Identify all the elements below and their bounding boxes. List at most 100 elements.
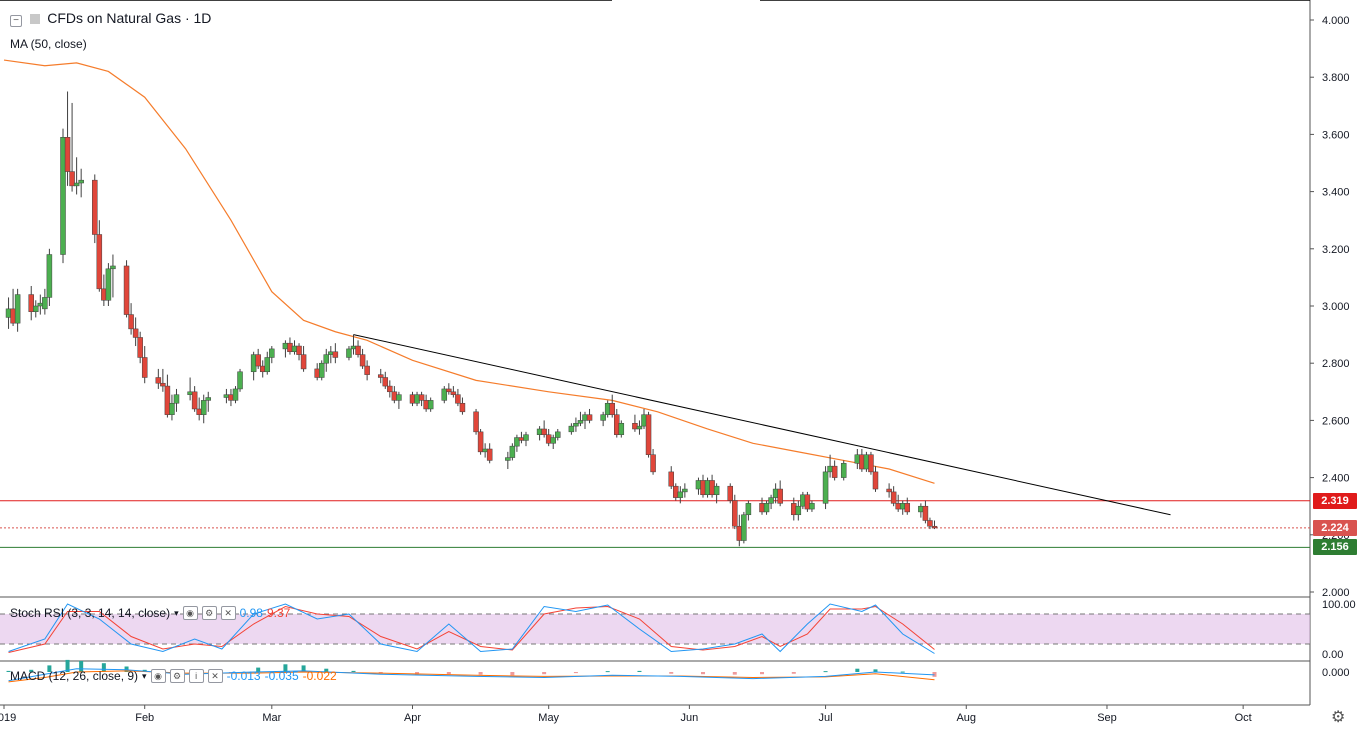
candle-body	[446, 388, 452, 393]
time-tick-label: Sep	[1097, 712, 1117, 724]
eye-icon[interactable]: ◉	[182, 606, 198, 620]
candle-body	[545, 434, 552, 444]
candle-body	[645, 414, 652, 455]
candle-body	[668, 471, 674, 487]
price-tick-label: 3.000	[1322, 301, 1350, 313]
macd-histogram-bar	[446, 672, 451, 675]
stoch-legend: Stoch RSI (3, 3, 14, 14, close) ▾ ◉ ⚙ ✕ …	[10, 606, 290, 620]
candle-body	[586, 414, 593, 421]
candle-body	[409, 394, 416, 404]
candle-body	[459, 402, 466, 413]
time-tick-label: Feb	[135, 712, 154, 724]
candle-body	[604, 402, 611, 415]
candle-body	[536, 428, 543, 435]
candle-body	[509, 445, 516, 458]
candle-body	[772, 488, 779, 498]
macd-histogram-bar	[124, 666, 129, 672]
candle-body	[250, 354, 257, 373]
candle-body	[854, 454, 861, 464]
candle-body	[809, 503, 815, 510]
eye-icon[interactable]: ◉	[150, 669, 166, 683]
macd-histogram-bar	[6, 670, 11, 672]
stoch-label: Stoch RSI (3, 3, 14, 14, close)	[10, 606, 171, 620]
candle-body	[673, 485, 679, 498]
time-tick-label: Apr	[404, 712, 421, 724]
settings-icon[interactable]: ⚙	[1331, 709, 1346, 726]
candle-body	[396, 394, 402, 401]
macd-histogram-bar	[351, 670, 356, 672]
candle-body	[69, 171, 75, 187]
candle-body	[137, 337, 143, 358]
candle-body	[700, 480, 706, 496]
settings-icon[interactable]: ⚙	[169, 669, 185, 683]
candle-body	[332, 351, 339, 358]
chevron-down-icon[interactable]: ▾	[174, 607, 179, 618]
macd-histogram-bar	[900, 671, 905, 673]
stoch-k-value: 0.98	[239, 606, 263, 620]
candle-body	[922, 505, 929, 521]
candle-body	[518, 437, 525, 441]
symbol-legend: − CFDs on Natural Gas · 1D	[10, 10, 211, 27]
candle-body	[232, 388, 239, 401]
macd-hist-value: -0.022	[302, 669, 337, 683]
candle-body	[387, 385, 393, 393]
candle-body	[323, 354, 330, 364]
symbol-flag-icon	[29, 14, 40, 24]
info-icon[interactable]: i	[188, 669, 204, 683]
candle-body	[191, 391, 198, 410]
macd-histogram-bar	[47, 665, 52, 672]
macd-value: -0.013	[226, 669, 261, 683]
candle-body	[427, 400, 434, 410]
time-tick-label: Mar	[262, 712, 281, 724]
close-icon[interactable]: ✕	[220, 606, 236, 620]
candle-body	[205, 397, 212, 401]
macd-label: MACD (12, 26, close, 9)	[10, 669, 139, 683]
candle-body	[641, 414, 647, 427]
candle-body	[5, 308, 12, 318]
candle-body	[918, 505, 924, 513]
candle-body	[523, 434, 529, 441]
stoch-k-line	[8, 603, 935, 654]
candle-body	[10, 308, 16, 324]
macd-histogram-bar	[732, 672, 737, 675]
macd-histogram-bar	[79, 661, 84, 672]
symbol-title: CFDs on Natural Gas · 1D	[47, 10, 212, 26]
macd-signal-value: -0.035	[264, 669, 299, 683]
candle-body	[704, 480, 711, 496]
candle-body	[196, 408, 202, 415]
time-tick-label: 2019	[0, 712, 16, 724]
candle-body	[37, 302, 44, 307]
candle-body	[450, 391, 457, 395]
candle-body	[727, 485, 733, 501]
close-icon[interactable]: ✕	[207, 669, 223, 683]
candle-body	[414, 394, 420, 404]
macd-histogram-bar	[855, 668, 860, 672]
candle-body	[110, 265, 116, 270]
macd-histogram-bar	[823, 671, 828, 673]
candle-body	[822, 471, 829, 504]
candle-body	[300, 354, 307, 370]
chevron-down-icon[interactable]: ▾	[142, 670, 147, 681]
candle-body	[768, 497, 774, 504]
candle-body	[382, 377, 389, 387]
macd-histogram-bar	[573, 672, 578, 674]
candle-body	[505, 457, 511, 461]
candle-body	[60, 137, 66, 255]
candle-body	[741, 514, 747, 541]
candle-body	[291, 345, 298, 353]
ma50-line	[3, 59, 935, 484]
candle-body	[105, 268, 112, 301]
candle-body	[223, 394, 230, 398]
candle-body	[677, 491, 684, 498]
candle-body	[904, 503, 911, 513]
collapse-icon[interactable]: −	[10, 15, 22, 27]
candle-body	[486, 448, 493, 461]
candle-body	[187, 391, 193, 395]
candle-body	[800, 494, 806, 507]
macd-histogram-bar	[65, 659, 70, 672]
settings-icon[interactable]: ⚙	[201, 606, 217, 620]
candle-body	[600, 414, 606, 421]
candle-body	[577, 420, 584, 424]
time-tick-label: Aug	[956, 712, 976, 724]
candle-body	[573, 423, 579, 427]
